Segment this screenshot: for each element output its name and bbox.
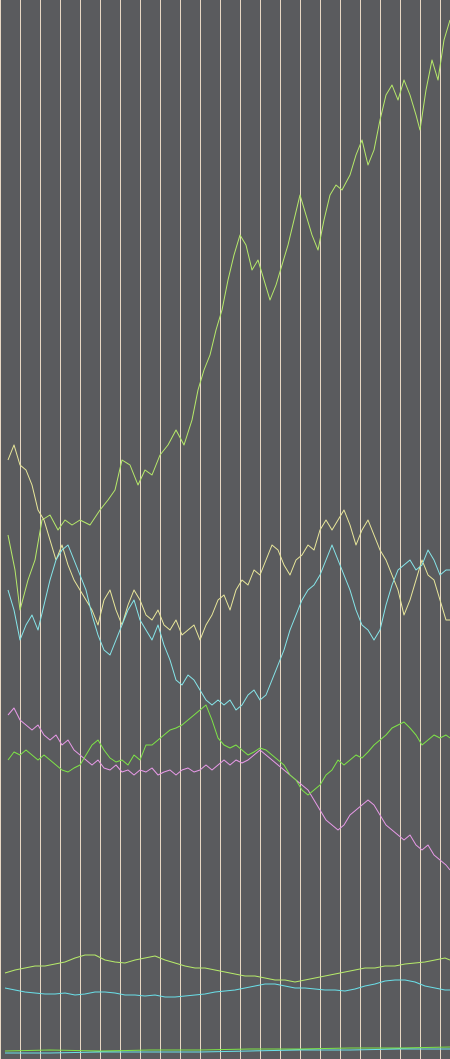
series-line-7 [4,1046,450,1052]
series-line-3 [7,707,450,871]
series-line-6 [4,979,450,998]
series-line-4 [7,704,450,796]
series-lines [4,19,450,1054]
series-line-8 [5,1048,450,1054]
series-line-1 [7,444,450,641]
series-line-2 [7,544,450,711]
series-line-5 [4,954,450,983]
series-line-0 [7,19,450,611]
